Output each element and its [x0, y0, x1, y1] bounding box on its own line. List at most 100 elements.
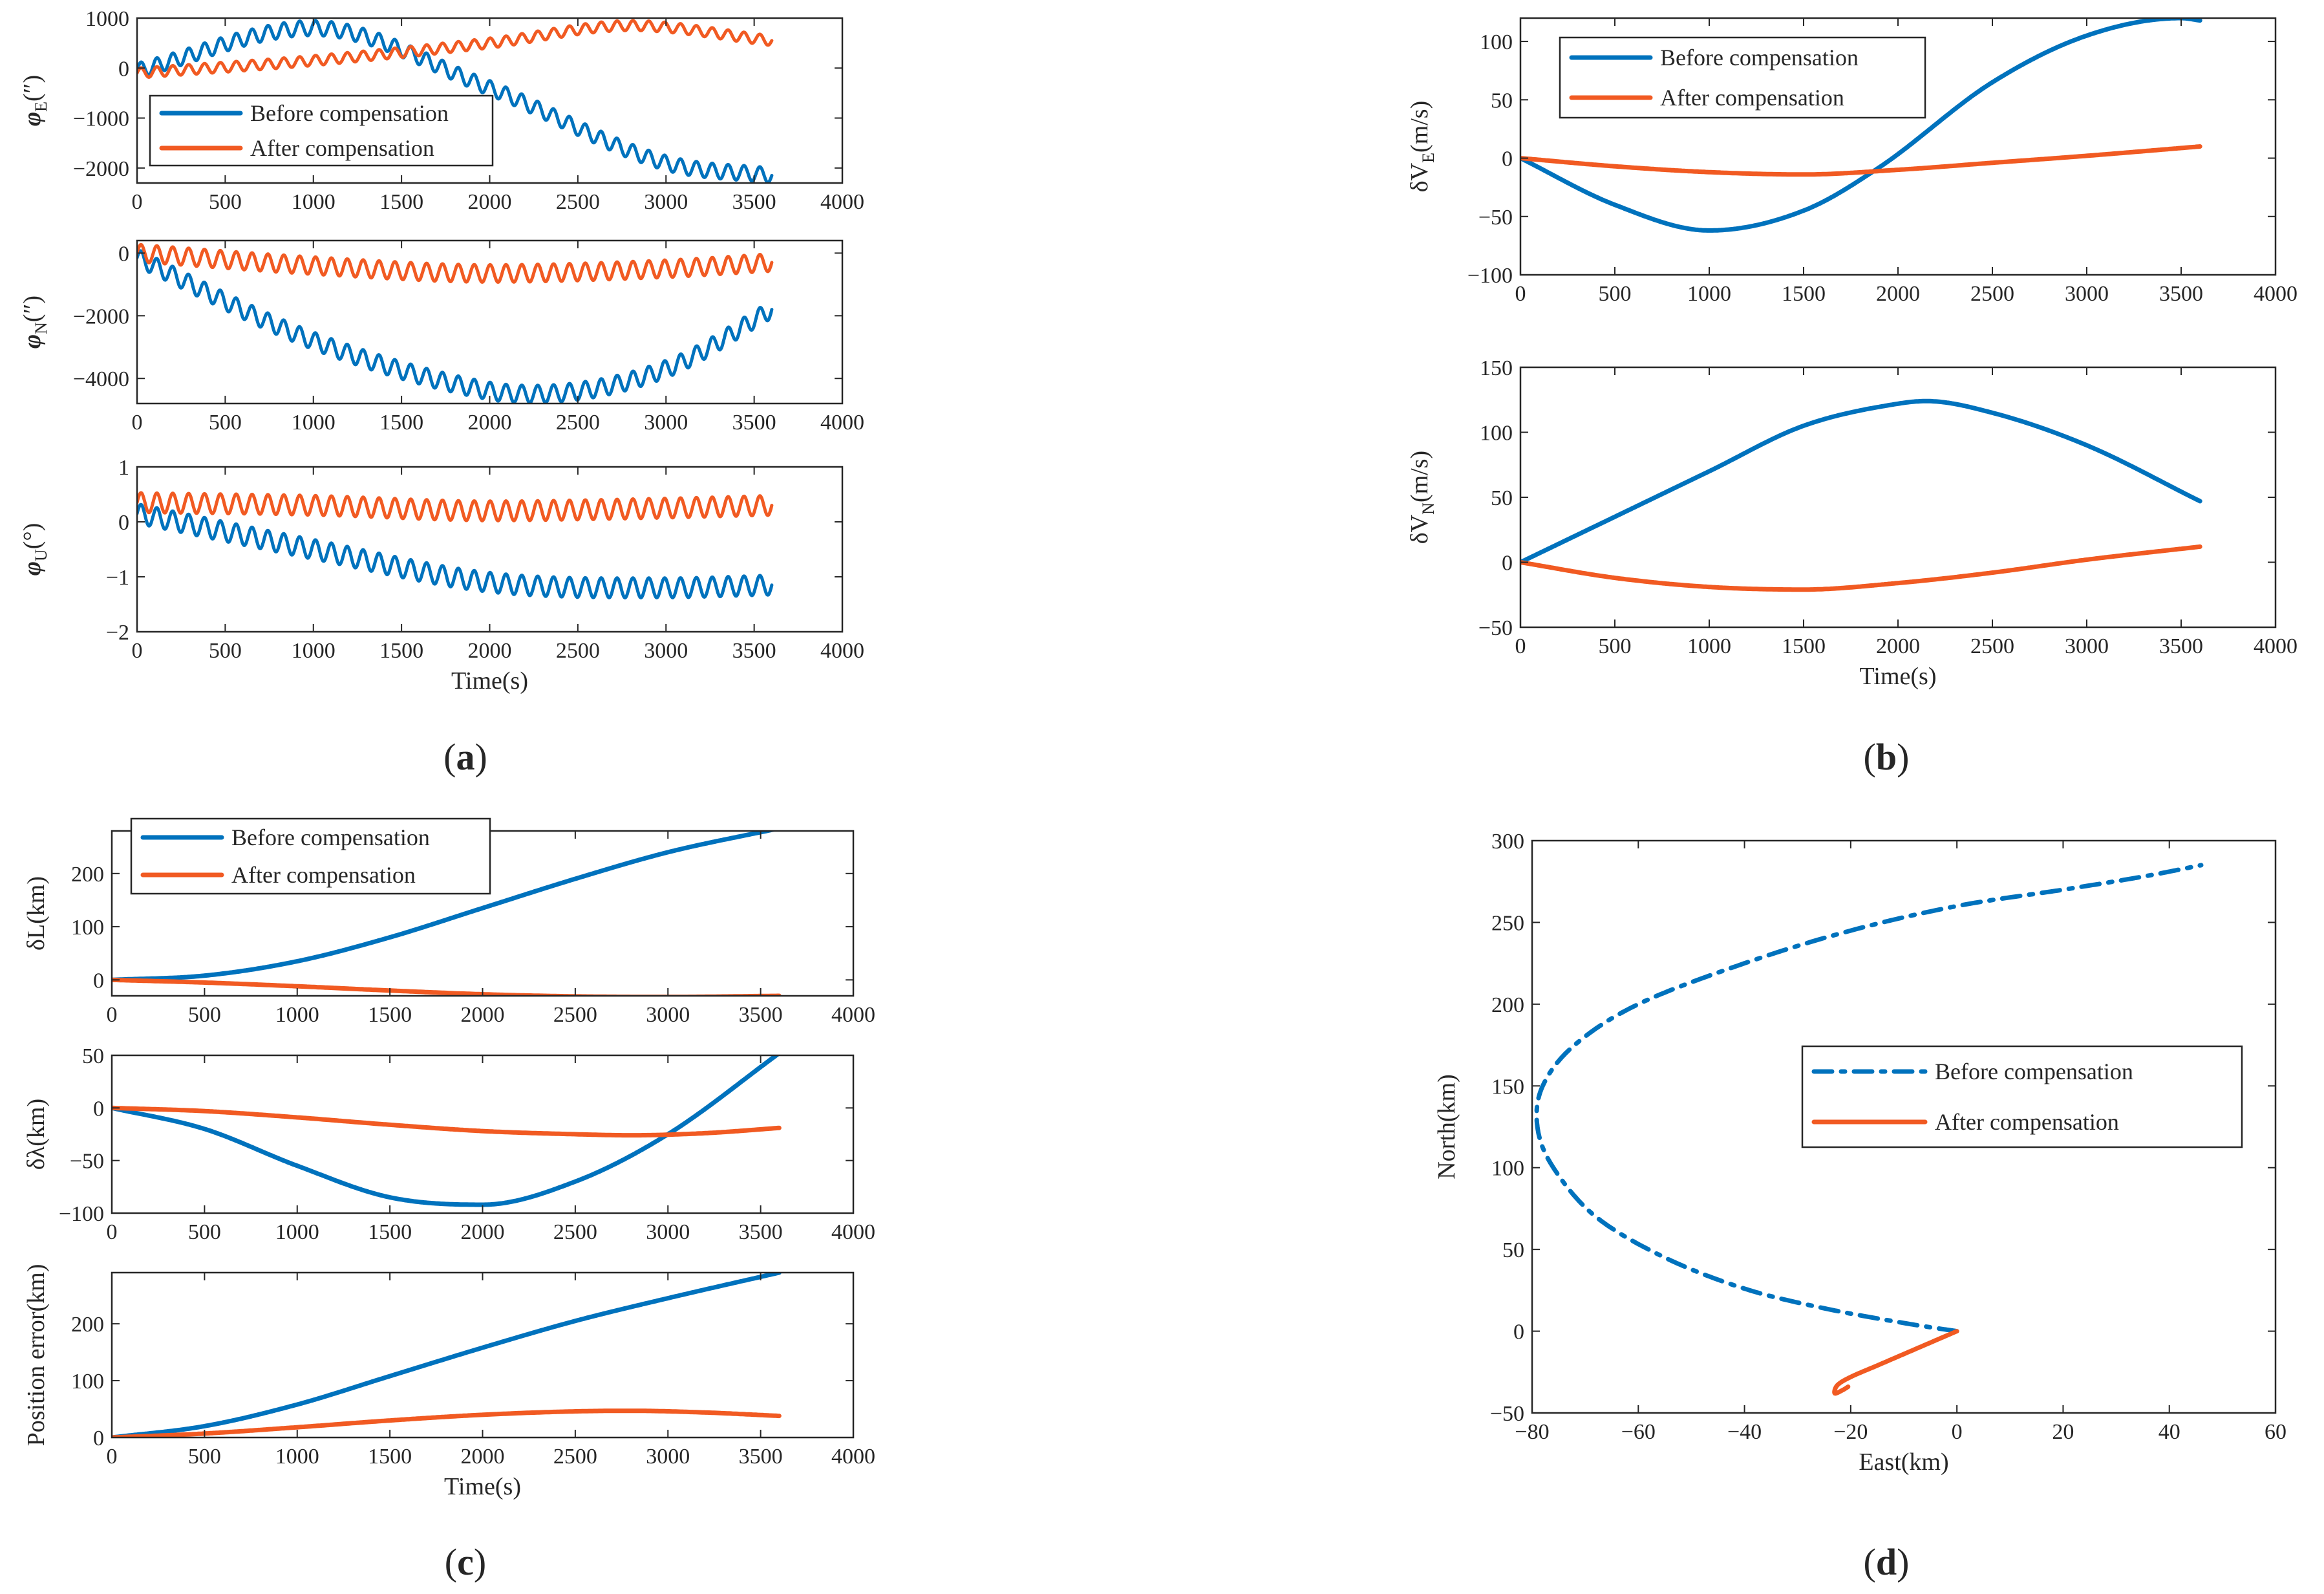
x-tick-label: 0 [132, 639, 143, 663]
x-tick-label: 2500 [1970, 282, 2014, 306]
y-axis-label: δλ(km) [23, 1099, 50, 1170]
x-tick-label: 4000 [820, 190, 864, 214]
x-tick-label: 1000 [1687, 282, 1731, 306]
subplot-c-6: 0 500 1000 1500 2000 2500 3000 3500 4000 0 100 200 δ… [23, 817, 875, 1027]
x-tick-label: 60 [2265, 1420, 2287, 1444]
x-tick-label: 3500 [739, 1445, 783, 1469]
series-line-after [1832, 1329, 1959, 1396]
x-tick-label: 0 [107, 1003, 118, 1027]
series-line-before [112, 831, 778, 982]
legend-label-after: After compensation [1660, 85, 1844, 111]
panel-label-c: (c) [445, 1541, 486, 1583]
x-tick-label: 500 [1599, 282, 1632, 306]
x-tick-label: 1500 [379, 639, 423, 663]
x-tick-label: 2000 [1876, 282, 1920, 306]
x-tick-label: 500 [188, 1445, 221, 1469]
y-tick-label: −1 [106, 566, 129, 590]
y-tick-label: −2 [106, 621, 129, 645]
y-axis-label: δVE(m/s) [1406, 101, 1438, 192]
y-tick-label: 1000 [85, 7, 129, 31]
series-line-after [137, 491, 774, 522]
x-tick-label: 1500 [379, 190, 423, 214]
x-tick-label: −20 [1833, 1420, 1868, 1444]
subplot-c-8: 0 500 1000 1500 2000 2500 3000 3500 4000 0 100 200 T… [23, 1264, 875, 1500]
series-group [137, 491, 774, 599]
x-tick-label: 500 [1599, 634, 1632, 658]
panel-label-b: (b) [1864, 736, 1910, 778]
x-tick-label: 3000 [644, 639, 688, 663]
x-tick-label: 3000 [2065, 282, 2109, 306]
series-line-before [1534, 863, 2204, 1334]
y-tick-label: −50 [1478, 616, 1513, 640]
legend: Before compensation After compensation [130, 817, 491, 895]
x-tick-label: 2500 [556, 411, 600, 435]
series-group [1520, 18, 2202, 233]
x-tick-label: 1000 [275, 1445, 319, 1469]
y-tick-label: 100 [1480, 422, 1513, 446]
x-tick-label: 1000 [1687, 634, 1731, 658]
y-tick-label: −100 [1467, 264, 1513, 288]
y-tick-label: 150 [1480, 356, 1513, 380]
legend-box [149, 94, 494, 167]
y-tick-label: 0 [93, 1427, 104, 1450]
x-tick-label: 0 [1515, 634, 1526, 658]
x-tick-label: 3000 [644, 190, 688, 214]
plot-area: 0 500 1000 1500 2000 2500 3000 3500 4000−2000−10… [19, 7, 2297, 1500]
y-tick-label: 0 [1502, 552, 1513, 576]
series-line-before [137, 502, 774, 599]
series-line-after [112, 1105, 782, 1138]
y-tick-label: 300 [1491, 830, 1524, 854]
x-tick-label: 3500 [2159, 282, 2203, 306]
y-tick-label: −50 [1478, 206, 1513, 230]
x-tick-label: 4000 [831, 1445, 875, 1469]
legend: Before compensation After compensation [1559, 36, 1926, 119]
x-tick-label: 2000 [461, 1220, 505, 1244]
x-tick-label: 1000 [292, 190, 336, 214]
subplot-a-3: 0 500 1000 1500 2000 2500 3000 3500 4000 −2 −1 0 1 Ti… [19, 456, 864, 695]
series-line-after [1520, 544, 2202, 592]
x-axis-label: Time(s) [444, 1473, 521, 1500]
x-tick-label: 2000 [461, 1003, 505, 1027]
x-tick-label: 3000 [646, 1003, 690, 1027]
y-tick-label: 200 [1491, 993, 1524, 1017]
x-tick-label: 3500 [732, 190, 776, 214]
y-tick-label: −50 [70, 1150, 104, 1174]
x-tick-label: 4000 [2254, 282, 2297, 306]
x-tick-label: 4000 [2254, 634, 2297, 658]
y-axis-label: δL(km) [23, 876, 50, 951]
x-tick-label: 0 [107, 1220, 118, 1244]
x-tick-label: 500 [188, 1220, 221, 1244]
y-tick-label: −2000 [73, 157, 129, 181]
x-tick-label: 0 [132, 190, 143, 214]
series-group [1534, 863, 2204, 1396]
x-tick-label: 3000 [646, 1445, 690, 1469]
y-tick-label: 100 [71, 916, 104, 940]
series-line-after [112, 1408, 782, 1438]
panel-labels: (a) (b) (c) (d) [443, 736, 1909, 1583]
y-tick-label: 0 [118, 242, 129, 266]
series-line-after [112, 977, 782, 996]
legend: Before compensation After compensation [1801, 1045, 2243, 1148]
x-tick-label: 3500 [739, 1003, 783, 1027]
legend-box [130, 817, 491, 895]
x-tick-label: 2500 [553, 1003, 597, 1027]
x-tick-label: 0 [107, 1445, 118, 1469]
panel-label-d: (d) [1864, 1541, 1910, 1583]
y-axis-label: Position error(km) [23, 1264, 50, 1447]
x-tick-label: 0 [1952, 1420, 1963, 1444]
x-tick-label: 3500 [739, 1220, 783, 1244]
x-axis-label: Time(s) [451, 667, 528, 695]
series-line-before [137, 249, 774, 404]
series-group [112, 831, 782, 996]
legend-label-before: Before compensation [1935, 1059, 2133, 1084]
x-tick-label: 2000 [468, 190, 512, 214]
y-tick-label: 0 [93, 1097, 104, 1121]
x-tick-label: 3000 [2065, 634, 2109, 658]
x-tick-label: 3000 [646, 1220, 690, 1244]
y-tick-label: 50 [1502, 1238, 1524, 1262]
x-tick-label: 1500 [1782, 282, 1826, 306]
subplot-d-9: −80 −60 −40 −20 0 20 40 60 −50 0 50 100 150 200 250 300… [1433, 830, 2287, 1476]
series-group [137, 242, 774, 404]
y-axis-label: North(km) [1433, 1074, 1460, 1179]
